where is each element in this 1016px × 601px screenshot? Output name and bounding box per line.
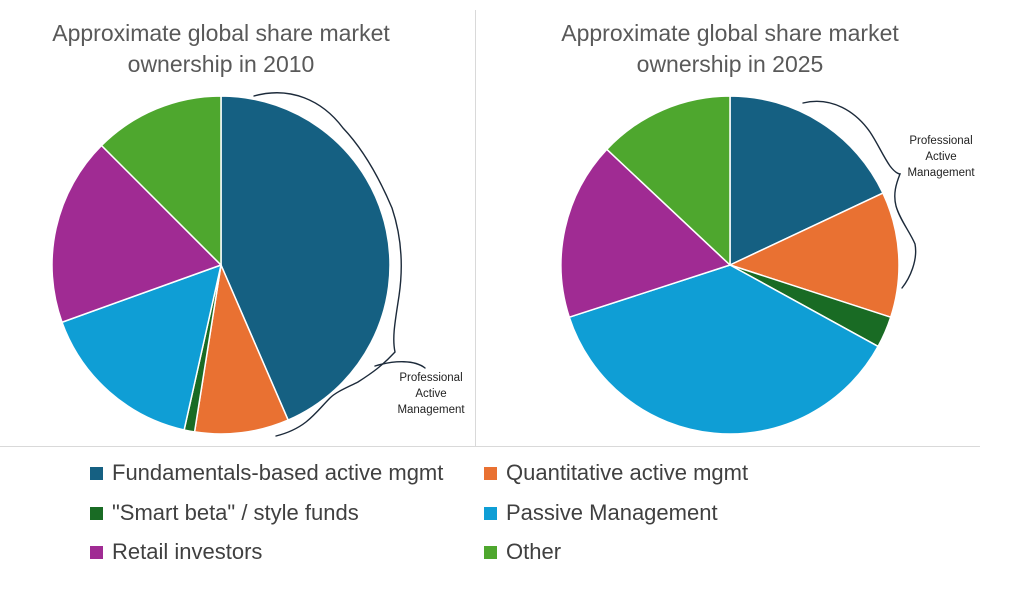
annotation-2025: Professional Active Management	[896, 133, 986, 181]
legend-swatch-passive	[484, 506, 497, 520]
pie-2010-slice-other	[100, 95, 222, 266]
pie-2010-slice-retail	[51, 144, 222, 323]
annotation-2010-line-3: Management	[397, 404, 465, 416]
chart-title-2010-line-1: Approximate global share market	[52, 20, 390, 46]
legend-swatch-fundamentals	[90, 466, 103, 480]
chart-title-2025-line-2: ownership in 2025	[636, 51, 824, 77]
legend-label-other: Other	[506, 539, 562, 564]
pie-2010-slice-passive	[61, 264, 222, 431]
pie-2025-slice-passive	[568, 264, 879, 435]
legend-swatch-other	[484, 545, 497, 559]
legend-swatch-quantitative	[484, 466, 497, 480]
pie-2010	[51, 95, 391, 435]
brace-2010	[253, 92, 402, 437]
annotation-2025-line-2: Active	[925, 151, 957, 163]
pie-2025-slice-quantitative	[729, 192, 900, 318]
legend-label-smart-beta: "Smart beta" / style funds	[112, 500, 359, 525]
chart-title-2010: Approximate global share market ownershi…	[21, 18, 421, 80]
legend-item-quantitative: Quantitative active mgmt	[484, 458, 748, 488]
annotation-2010: Professional Active Management	[386, 370, 476, 418]
brace-2025	[802, 100, 917, 289]
pie-2025-slice-fundamentals	[729, 95, 884, 266]
pie-2025-slice-other	[606, 95, 731, 266]
legend-item-retail: Retail investors	[90, 537, 262, 567]
annotation-2025-line-1: Professional	[909, 135, 973, 147]
legend-swatch-smart-beta	[90, 506, 103, 520]
legend-divider	[0, 446, 980, 447]
chart-title-2025-line-1: Approximate global share market	[561, 20, 899, 46]
pie-2010-slice-quantitative	[193, 264, 289, 435]
legend-item-other: Other	[484, 537, 561, 567]
legend-label-quantitative: Quantitative active mgmt	[506, 460, 749, 485]
pie-2025	[560, 95, 900, 435]
pie-2010-slice-fundamentals	[220, 95, 391, 421]
pie-2025-slice-retail	[560, 148, 731, 318]
annotation-2010-line-1: Professional	[399, 372, 463, 384]
annotation-2010-line-2: Active	[415, 388, 447, 400]
legend-swatch-retail	[90, 545, 103, 559]
legend-item-smart-beta: "Smart beta" / style funds	[90, 498, 359, 528]
brace-2010-tail	[374, 361, 426, 369]
annotation-2025-line-3: Management	[907, 167, 975, 179]
chart-title-2010-line-2: ownership in 2010	[127, 51, 315, 77]
chart-divider-vertical	[475, 10, 476, 446]
pie-charts-svg	[51, 92, 917, 437]
legend-item-fundamentals: Fundamentals-based active mgmt	[90, 458, 443, 488]
legend-label-passive: Passive Management	[506, 500, 718, 525]
legend-item-passive: Passive Management	[484, 498, 718, 528]
legend-label-retail: Retail investors	[112, 539, 263, 564]
chart-title-2025: Approximate global share market ownershi…	[530, 18, 930, 80]
legend-label-fundamentals: Fundamentals-based active mgmt	[112, 460, 444, 485]
